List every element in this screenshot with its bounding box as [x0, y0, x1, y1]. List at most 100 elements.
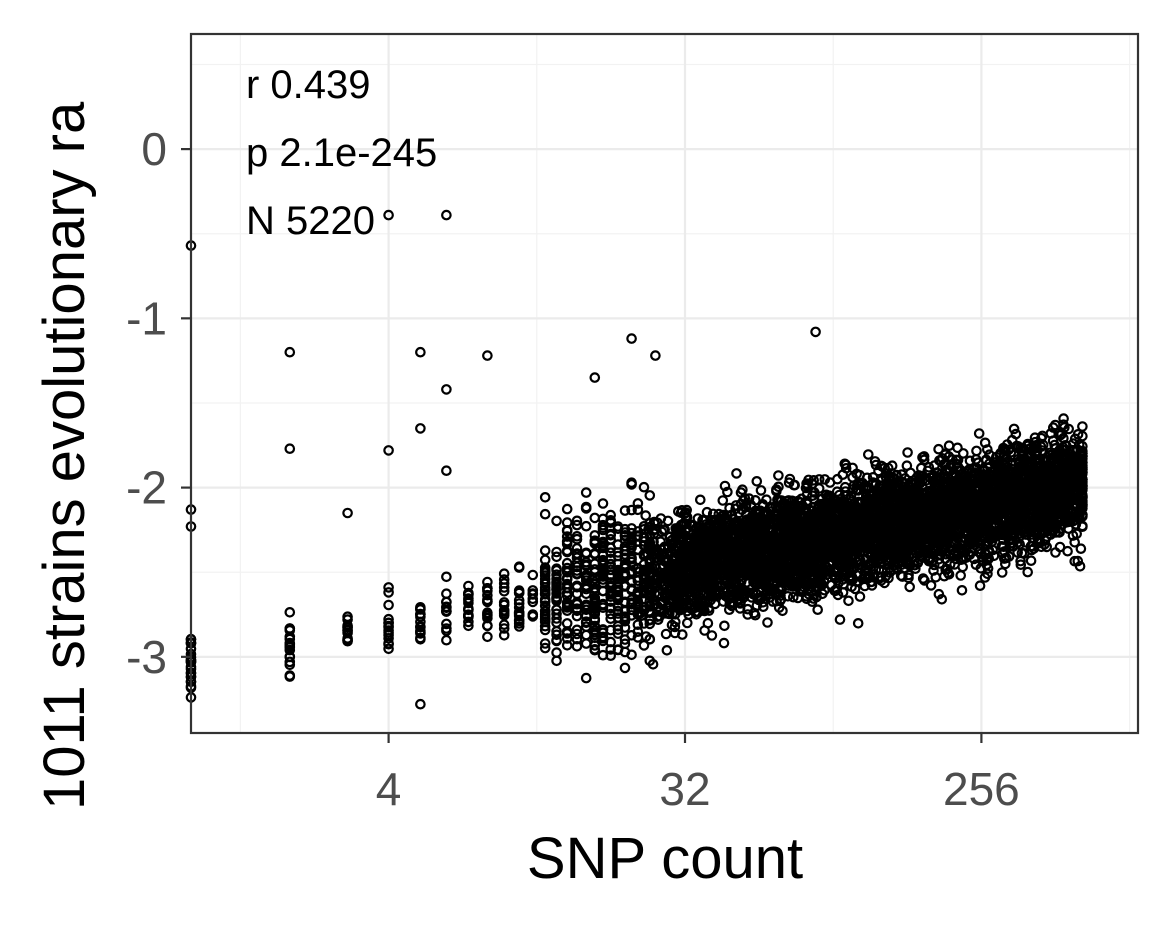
data-point — [551, 617, 562, 628]
data-point — [971, 445, 982, 457]
data-point — [383, 621, 394, 633]
data-point — [694, 494, 706, 506]
data-point — [498, 582, 510, 593]
data-point — [284, 670, 296, 681]
data-point — [775, 583, 787, 595]
data-point — [638, 550, 650, 561]
data-point — [638, 536, 650, 547]
data-point — [849, 583, 861, 595]
data-point — [733, 507, 745, 519]
data-point — [644, 490, 656, 501]
data-point — [854, 591, 866, 602]
data-point — [812, 556, 823, 567]
data-point — [638, 618, 650, 629]
data-point — [571, 605, 583, 617]
data-point — [950, 489, 962, 501]
data-point — [539, 616, 551, 628]
data-point — [852, 508, 863, 519]
data-point — [539, 610, 551, 622]
data-point — [979, 572, 991, 583]
data-point — [589, 596, 601, 608]
data-point — [701, 506, 713, 518]
data-point — [852, 617, 864, 629]
data-point — [1057, 496, 1069, 507]
data-point — [619, 552, 631, 564]
data-point — [734, 603, 746, 614]
data-point — [597, 524, 609, 536]
data-point — [580, 487, 592, 498]
data-point — [936, 542, 948, 554]
data-point — [571, 628, 583, 640]
data-point — [668, 543, 680, 555]
data-point — [571, 624, 583, 636]
data-point — [441, 625, 452, 637]
data-point — [658, 524, 669, 536]
data-point — [539, 638, 551, 649]
data-point — [561, 633, 573, 644]
data-point — [589, 512, 601, 524]
data-point — [649, 561, 661, 572]
data-point — [1054, 526, 1065, 538]
data-point — [997, 529, 1009, 541]
data-point — [904, 581, 915, 593]
data-point — [561, 639, 573, 651]
data-point — [1030, 447, 1042, 459]
data-point — [1006, 434, 1018, 446]
data-point — [463, 589, 474, 601]
data-point — [580, 617, 592, 629]
data-point — [561, 546, 573, 558]
data-point — [751, 475, 763, 487]
data-point — [539, 545, 551, 556]
data-point — [619, 622, 631, 633]
data-point — [931, 502, 943, 514]
data-point — [527, 609, 539, 620]
data-point — [482, 589, 493, 601]
data-point — [717, 495, 729, 506]
data-point — [619, 505, 631, 516]
data-point — [780, 517, 791, 528]
data-point — [689, 597, 701, 609]
data-point — [638, 523, 650, 535]
data-point — [580, 638, 592, 649]
data-point — [735, 574, 747, 586]
data-point — [561, 503, 573, 515]
data-point — [1067, 444, 1078, 456]
data-point — [482, 582, 493, 594]
data-point — [899, 544, 911, 555]
data-point — [1015, 559, 1027, 570]
data-point — [761, 585, 773, 597]
data-point — [580, 610, 592, 622]
data-point — [605, 509, 616, 521]
data-point — [934, 558, 945, 569]
data-point — [680, 555, 691, 567]
data-point — [1077, 421, 1088, 432]
data-point — [989, 520, 1000, 532]
data-point — [974, 580, 986, 591]
data-point — [571, 530, 583, 542]
data-point — [561, 562, 573, 574]
data-point — [982, 552, 994, 564]
data-point — [632, 595, 644, 607]
data-point — [970, 453, 982, 465]
data-point — [1009, 527, 1021, 539]
data-point — [640, 510, 651, 521]
data-point — [1012, 471, 1024, 482]
data-point — [619, 615, 631, 627]
data-point — [342, 624, 353, 636]
data-point — [705, 514, 717, 526]
data-point — [727, 583, 739, 595]
data-point — [561, 572, 573, 584]
data-point — [498, 568, 510, 579]
data-point — [780, 523, 792, 534]
data-point — [1072, 453, 1083, 465]
data-point — [902, 447, 913, 458]
data-point — [773, 470, 784, 481]
data-point — [1001, 521, 1013, 532]
data-point — [580, 672, 592, 684]
data-point — [441, 571, 452, 583]
data-point — [644, 655, 656, 667]
data-point — [852, 543, 864, 555]
data-point — [970, 559, 982, 570]
data-point — [917, 551, 928, 563]
data-point — [900, 521, 911, 532]
